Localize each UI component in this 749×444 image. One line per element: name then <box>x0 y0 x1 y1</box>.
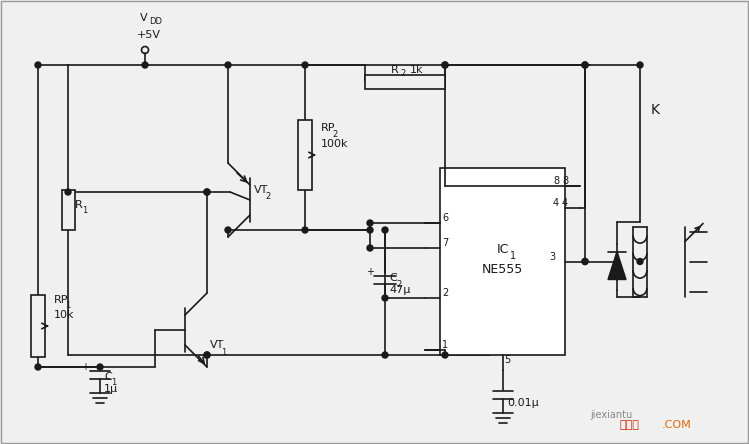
Text: +: + <box>366 267 374 277</box>
Circle shape <box>35 62 41 68</box>
Circle shape <box>367 220 373 226</box>
Text: 0.01μ: 0.01μ <box>508 398 539 408</box>
Text: jiexiantu: jiexiantu <box>590 410 632 420</box>
Text: 47μ: 47μ <box>389 285 410 295</box>
Text: RP: RP <box>321 123 336 133</box>
Text: 6: 6 <box>442 213 448 223</box>
Circle shape <box>382 227 388 233</box>
Text: 1: 1 <box>509 250 515 261</box>
Circle shape <box>35 364 41 370</box>
Text: 接线图: 接线图 <box>620 420 640 430</box>
Text: 3: 3 <box>549 251 555 262</box>
Text: K: K <box>650 103 660 117</box>
Circle shape <box>442 352 448 358</box>
Text: C: C <box>104 372 112 382</box>
Text: C: C <box>389 273 397 283</box>
Circle shape <box>582 258 588 265</box>
Text: R: R <box>75 200 82 210</box>
Text: 2: 2 <box>332 130 337 139</box>
Circle shape <box>367 245 373 251</box>
Bar <box>440 168 565 355</box>
Text: 8: 8 <box>553 176 559 186</box>
Text: DD: DD <box>149 17 162 27</box>
Circle shape <box>582 62 588 68</box>
Polygon shape <box>608 251 626 280</box>
Bar <box>365 75 445 89</box>
Bar <box>298 120 312 190</box>
Text: 1: 1 <box>65 301 70 309</box>
Text: 4: 4 <box>553 198 559 208</box>
Circle shape <box>582 258 588 265</box>
Circle shape <box>302 227 308 233</box>
Text: 10k: 10k <box>54 310 74 320</box>
Text: 4: 4 <box>562 198 568 208</box>
Text: R: R <box>391 65 398 75</box>
Text: 2: 2 <box>442 288 448 298</box>
Circle shape <box>637 62 643 68</box>
Text: IC: IC <box>497 243 509 256</box>
Circle shape <box>442 62 448 68</box>
Circle shape <box>204 189 210 195</box>
Text: +5V: +5V <box>137 30 161 40</box>
Circle shape <box>382 352 388 358</box>
Circle shape <box>382 295 388 301</box>
Text: 5: 5 <box>505 355 511 365</box>
Circle shape <box>367 227 373 233</box>
Circle shape <box>225 227 231 233</box>
Text: RP: RP <box>54 295 68 305</box>
Circle shape <box>65 189 71 195</box>
Text: NE555: NE555 <box>482 263 523 276</box>
Text: VT: VT <box>254 185 268 195</box>
Circle shape <box>302 62 308 68</box>
Text: 8: 8 <box>562 176 568 186</box>
Circle shape <box>204 352 210 358</box>
Text: 2: 2 <box>396 280 401 289</box>
Circle shape <box>637 258 643 265</box>
Text: 1: 1 <box>111 377 116 386</box>
Text: +: + <box>81 362 89 372</box>
Text: 1: 1 <box>442 340 448 350</box>
Text: 100k: 100k <box>321 139 348 149</box>
Text: .COM: .COM <box>662 420 692 430</box>
Text: 1μ: 1μ <box>104 384 118 394</box>
Circle shape <box>582 62 588 68</box>
Text: 7: 7 <box>442 238 448 248</box>
Circle shape <box>97 364 103 370</box>
Circle shape <box>225 62 231 68</box>
Text: V: V <box>140 13 148 23</box>
Text: VT: VT <box>210 340 225 350</box>
Text: 1k: 1k <box>410 65 423 75</box>
Text: 1: 1 <box>82 206 87 214</box>
Bar <box>31 295 45 357</box>
Text: 2: 2 <box>400 70 405 79</box>
Circle shape <box>442 62 448 68</box>
Circle shape <box>142 62 148 68</box>
Text: 2: 2 <box>265 191 270 201</box>
Circle shape <box>204 352 210 358</box>
Text: 1: 1 <box>221 348 226 357</box>
Bar <box>61 190 74 230</box>
Circle shape <box>204 189 210 195</box>
